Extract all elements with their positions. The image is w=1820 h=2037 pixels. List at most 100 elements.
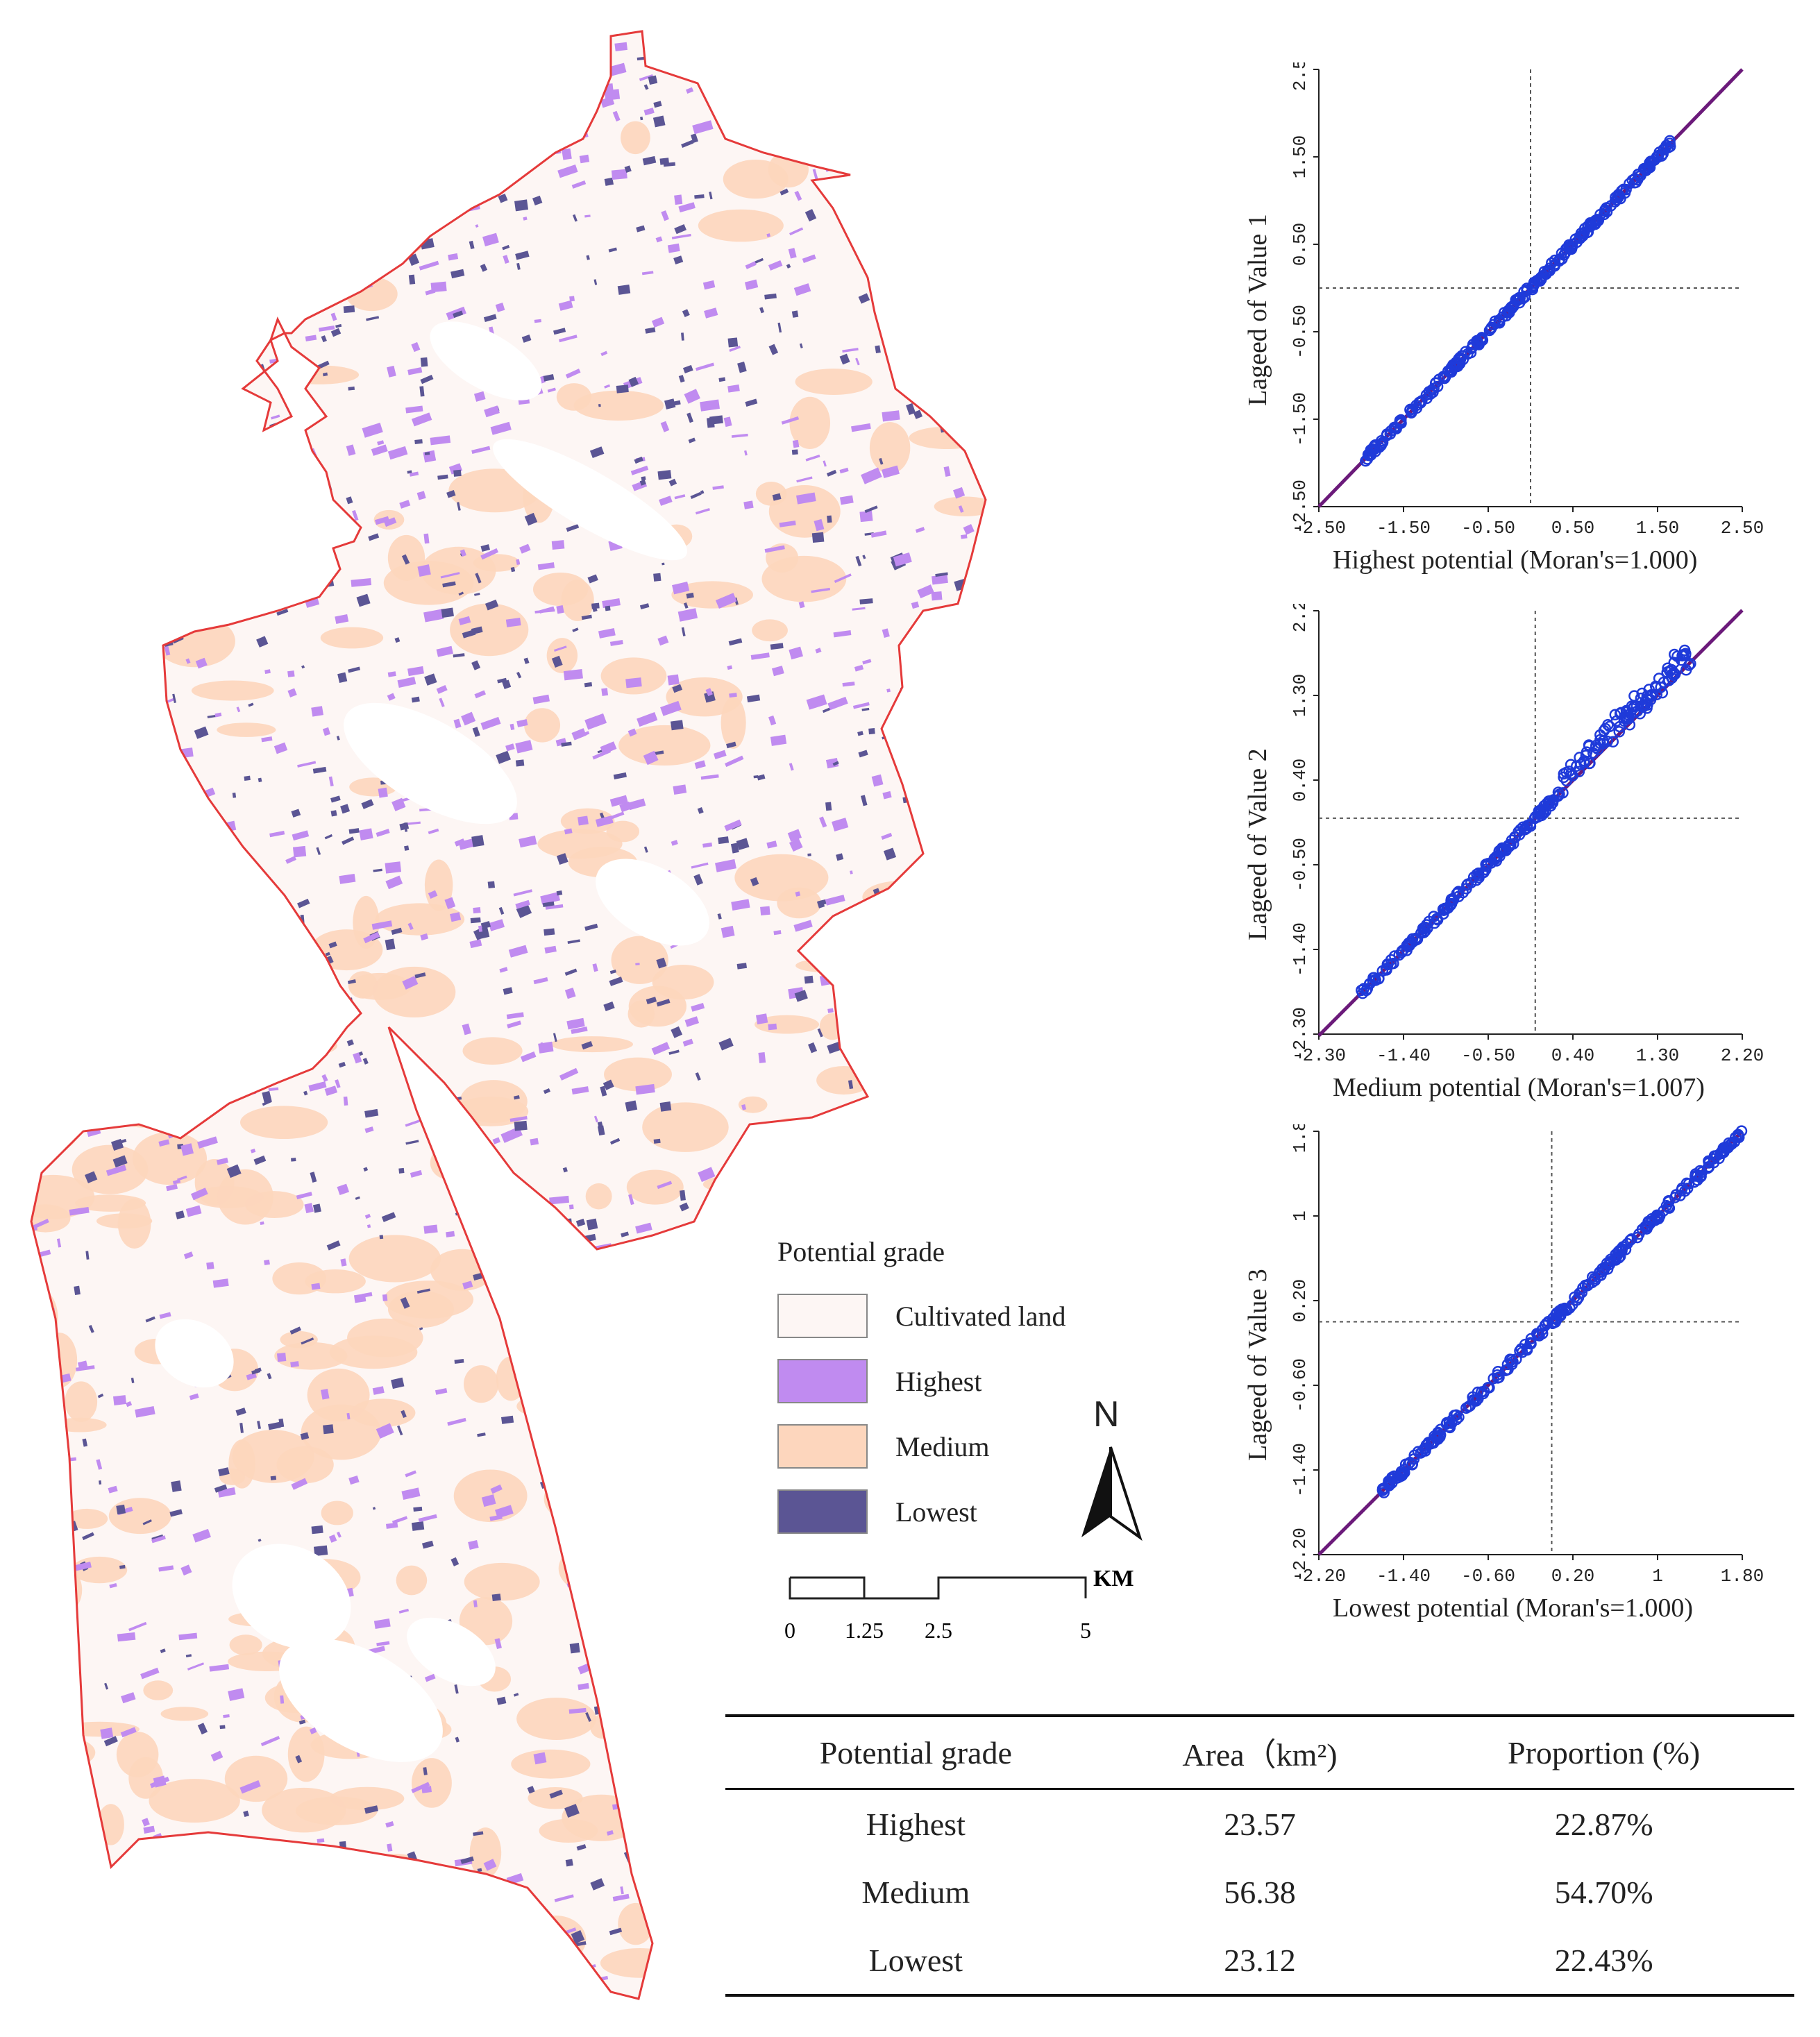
scatter-point bbox=[1375, 438, 1387, 450]
scatter-point bbox=[1557, 787, 1569, 799]
chart-x-title: Medium potential (Moran's=1.007) bbox=[1333, 1073, 1705, 1102]
scatter-point bbox=[1703, 1157, 1715, 1169]
chart-y-title: Lageed of Value 3 bbox=[1243, 1269, 1272, 1461]
scatter-point bbox=[1574, 230, 1586, 243]
legend-item-highest: Highest bbox=[777, 1357, 1166, 1405]
scatter-point bbox=[1626, 700, 1638, 712]
scatter-point bbox=[1667, 668, 1678, 680]
scatter-point bbox=[1431, 914, 1444, 926]
scatter-point bbox=[1664, 135, 1676, 147]
scatter-point bbox=[1453, 1411, 1465, 1423]
x-tick-label: 1.80 bbox=[1721, 1566, 1763, 1587]
scatter-point bbox=[1489, 315, 1501, 327]
scatter-point bbox=[1449, 361, 1462, 373]
table-cell: 54.70% bbox=[1554, 1874, 1653, 1910]
scatter-point bbox=[1683, 659, 1695, 671]
scatter-point bbox=[1690, 1168, 1702, 1180]
scatter-point bbox=[1578, 223, 1591, 235]
scatter-point bbox=[1445, 897, 1458, 910]
x-tick-label: 2.20 bbox=[1721, 1045, 1763, 1066]
x-tick-label: 1.50 bbox=[1636, 518, 1679, 539]
scale-bar: 0 1.25 2.5 5 KM bbox=[784, 1566, 1134, 1643]
scatter-point bbox=[1660, 1199, 1673, 1212]
scatter-point bbox=[1531, 275, 1544, 287]
scatter-point bbox=[1663, 1202, 1676, 1214]
y-tick-label: -1.40 bbox=[1290, 1443, 1311, 1497]
x-tick-label: -2.30 bbox=[1292, 1045, 1346, 1066]
scatter-point bbox=[1624, 1234, 1636, 1246]
legend-item-cultivated: Cultivated land bbox=[777, 1292, 1166, 1340]
scatter-point bbox=[1365, 444, 1377, 456]
scatter-point bbox=[1642, 699, 1653, 711]
scatter-point bbox=[1587, 1271, 1599, 1283]
scatter-point bbox=[1590, 741, 1602, 754]
y-tick-label: 0.50 bbox=[1290, 223, 1311, 266]
table-cell: Highest bbox=[866, 1806, 966, 1842]
scatter-point bbox=[1470, 1395, 1482, 1407]
y-tick-label: -2.50 bbox=[1290, 480, 1311, 534]
scatter-point bbox=[1558, 249, 1570, 261]
y-tick-label: -2.30 bbox=[1290, 1007, 1311, 1061]
scatter-point bbox=[1631, 1231, 1644, 1244]
scale-label-0: 0 bbox=[784, 1618, 795, 1643]
y-tick-label: 0.20 bbox=[1290, 1279, 1311, 1322]
scatter-point bbox=[1663, 675, 1675, 686]
scatter-point bbox=[1631, 700, 1643, 712]
chart-y-title: Lageed of Value 2 bbox=[1243, 748, 1272, 940]
scatter-point bbox=[1406, 407, 1417, 419]
y-tick-label: 1.80 bbox=[1290, 1124, 1311, 1153]
x-tick-label: -0.50 bbox=[1461, 1045, 1515, 1066]
x-tick-label: 0.50 bbox=[1551, 518, 1594, 539]
scatter-point bbox=[1475, 334, 1488, 346]
scatter-point bbox=[1421, 392, 1433, 405]
scatter-point bbox=[1651, 1212, 1663, 1224]
scatter-point bbox=[1584, 221, 1596, 233]
scatter-point bbox=[1681, 1182, 1694, 1194]
scatter-point bbox=[1365, 449, 1377, 462]
scatter-point bbox=[1539, 1319, 1551, 1331]
x-tick-label: 0.40 bbox=[1551, 1045, 1594, 1066]
chart-x-title: Lowest potential (Moran's=1.000) bbox=[1333, 1594, 1694, 1623]
scatter-point bbox=[1467, 871, 1480, 884]
scale-label-3: 5 bbox=[1080, 1618, 1091, 1643]
scatter-point bbox=[1513, 826, 1524, 838]
scatter-point bbox=[1445, 362, 1458, 373]
legend-swatch-medium bbox=[777, 1424, 868, 1469]
scatter-point bbox=[1618, 715, 1631, 727]
y-tick-label: 1.30 bbox=[1290, 674, 1311, 717]
legend-label-cultivated: Cultivated land bbox=[895, 1300, 1066, 1332]
north-arrow-icon bbox=[1081, 1446, 1143, 1541]
x-tick-label: -1.40 bbox=[1376, 1566, 1431, 1587]
scatter-point bbox=[1646, 1212, 1658, 1225]
legend-title: Potential grade bbox=[777, 1236, 945, 1267]
legend-item-medium: Medium bbox=[777, 1422, 1166, 1471]
scatter-point bbox=[1392, 1471, 1404, 1483]
scatter-point bbox=[1524, 820, 1537, 832]
scatter-point bbox=[1572, 1292, 1585, 1304]
table-cell: 23.57 bbox=[1224, 1806, 1296, 1842]
y-tick-label: -1.40 bbox=[1290, 922, 1311, 977]
y-tick-label: -2.20 bbox=[1290, 1528, 1311, 1582]
scatter-point bbox=[1596, 1266, 1608, 1278]
y-tick-label: 1.50 bbox=[1290, 135, 1311, 178]
scatter-point bbox=[1655, 682, 1667, 693]
scatter-point bbox=[1506, 301, 1517, 313]
y-tick-label: 2.21 bbox=[1290, 604, 1311, 632]
scatter-point bbox=[1675, 654, 1687, 666]
y-tick-label: -0.60 bbox=[1290, 1358, 1311, 1412]
scatter-point bbox=[1518, 286, 1530, 298]
scatter-point bbox=[1547, 797, 1559, 809]
scatter-point bbox=[1574, 752, 1585, 763]
scatter-point bbox=[1525, 1333, 1537, 1345]
scatter-point bbox=[1406, 1458, 1419, 1470]
scatter-point bbox=[1601, 205, 1613, 218]
scale-unit: KM bbox=[1093, 1566, 1134, 1591]
scatter-point bbox=[1470, 874, 1483, 886]
scatter-point bbox=[1732, 1129, 1744, 1142]
scatter-point bbox=[1590, 218, 1601, 230]
north-label: N bbox=[1093, 1394, 1120, 1435]
scatter-point bbox=[1688, 1176, 1701, 1188]
scatter-point bbox=[1558, 768, 1570, 780]
scatter-point bbox=[1429, 1432, 1442, 1444]
scatter-point bbox=[1451, 888, 1463, 899]
